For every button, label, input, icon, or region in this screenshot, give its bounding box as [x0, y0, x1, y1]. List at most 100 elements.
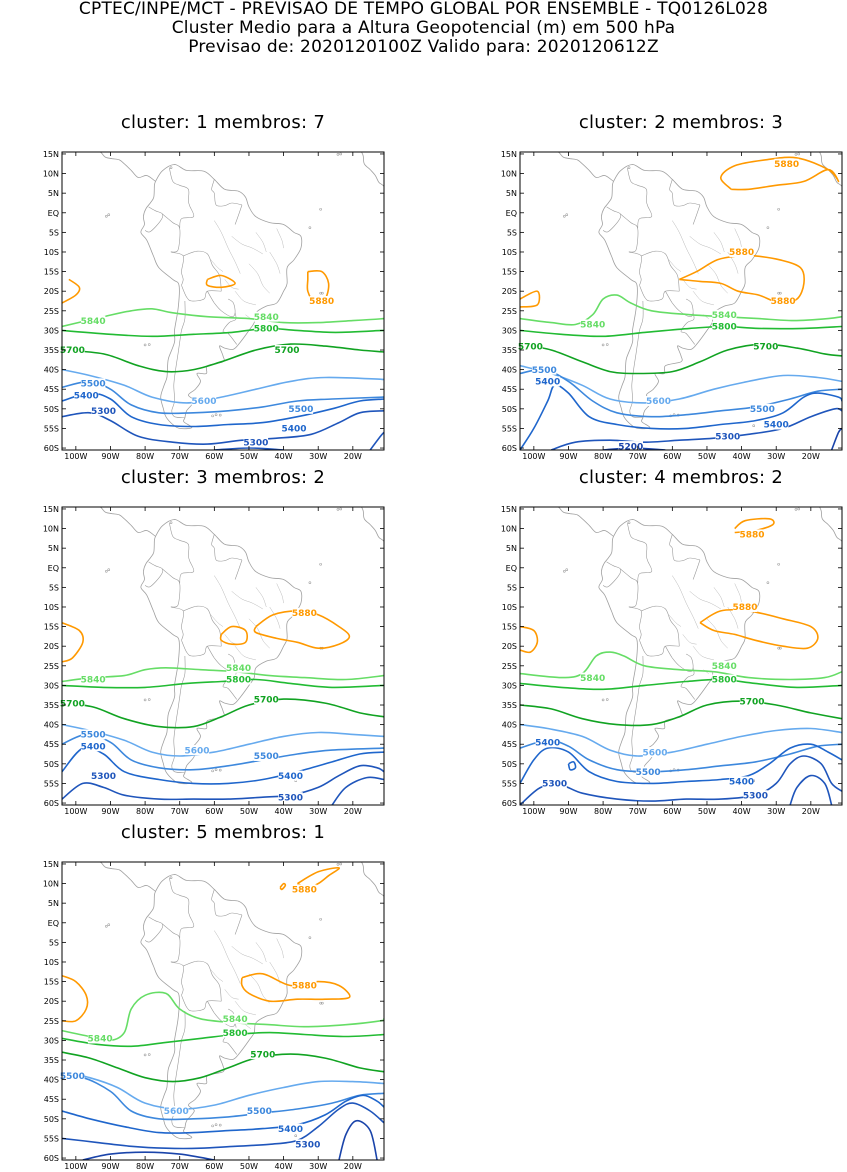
lon-tick-label: 50W: [240, 1162, 258, 1171]
lat-tick-label: 10N: [501, 170, 517, 179]
contour-label-bg: [191, 395, 217, 406]
plot-frame: [519, 506, 843, 806]
lon-tick-label: 80W: [594, 452, 612, 461]
country-border: [234, 559, 243, 580]
lat-tick-label: 20S: [502, 642, 517, 651]
contour-label-bg: [292, 607, 317, 618]
lat-tick-label: 10S: [44, 603, 59, 612]
contour-label-bg: [74, 390, 99, 401]
lat-tick-label: 5N: [506, 544, 517, 553]
island: [308, 226, 312, 229]
contour-label-5840: 5840: [81, 676, 106, 686]
contour-label-5300: 5300: [295, 1141, 320, 1151]
island: [601, 343, 605, 347]
lat-tick-label: 55S: [44, 424, 59, 433]
country-border: [162, 213, 184, 286]
island: [627, 166, 631, 169]
lon-tick-label: 50W: [240, 807, 258, 816]
island: [779, 291, 782, 295]
lat-tick-label: EQ: [506, 209, 517, 218]
contour-label-bg: [278, 1123, 303, 1134]
contour-label-5840: 5840: [254, 313, 279, 323]
contour-label-5300: 5300: [743, 791, 768, 801]
country-border: [144, 916, 164, 943]
plot-frame: [61, 861, 385, 1161]
island: [214, 413, 218, 417]
country-border: [211, 179, 243, 207]
contour-label-5840: 5840: [712, 311, 737, 321]
contour-line-5500: [520, 368, 842, 418]
state-border: [245, 1024, 251, 1029]
state-border: [668, 259, 682, 272]
lat-tick-label: 25S: [502, 662, 517, 671]
coastline-south-america: [140, 519, 303, 785]
state-border: [727, 251, 739, 274]
cluster-1-panel: cluster: 1 membros: 7 5880 5840 5840 5800 57…: [0, 112, 390, 461]
contour-line-5880: [678, 254, 805, 304]
lon-tick-label: 80W: [594, 807, 612, 816]
contour-label-bg: [732, 601, 758, 612]
contour-line-5400: [62, 392, 384, 428]
contour-line-5880: [279, 882, 287, 891]
coastline-south-america: [598, 164, 761, 430]
lat-tick-label: 5N: [48, 899, 59, 908]
state-border: [682, 279, 697, 290]
lon-tick-label: 30W: [309, 1162, 327, 1171]
lon-tick-label: 60W: [205, 807, 223, 816]
coastline-africa: [361, 862, 384, 906]
lat-tick-label: 45S: [44, 1095, 59, 1104]
island: [335, 147, 337, 149]
lat-tick-label: 15S: [502, 623, 517, 632]
island: [107, 213, 111, 217]
island: [565, 568, 569, 572]
island: [319, 562, 322, 566]
contour-label-5200: 5200: [618, 442, 643, 452]
contour-label-bg: [91, 770, 116, 781]
contour-label-5880: 5880: [292, 982, 317, 992]
lon-tick-label: 30W: [309, 807, 327, 816]
lon-tick-label: 40W: [733, 452, 751, 461]
contour-line-5880: [720, 156, 840, 191]
coastline-africa: [819, 152, 842, 196]
lat-tick-label: 5N: [48, 544, 59, 553]
contour-label-5700: 5700: [518, 342, 543, 352]
island: [169, 166, 173, 169]
island: [321, 291, 324, 295]
contour-label-5600: 5600: [191, 397, 216, 407]
country-border: [680, 667, 696, 700]
contour-line-5700: [62, 698, 384, 729]
lon-tick-label: 20W: [344, 807, 362, 816]
island: [147, 698, 151, 701]
island: [336, 153, 340, 156]
contour-line-5840: [62, 991, 384, 1042]
lat-tick-label: 55S: [44, 779, 59, 788]
coastline-africa: [361, 507, 384, 551]
contour-label-bg: [729, 776, 754, 787]
contour-label-bg: [642, 747, 668, 758]
lat-tick-label: 35S: [44, 701, 59, 710]
coastline-central-america: [520, 152, 614, 182]
state-border: [682, 634, 697, 645]
contour-label-bg: [288, 403, 314, 414]
contour-label-bg: [295, 1139, 321, 1150]
lon-tick-label: 100W: [64, 1162, 87, 1171]
contour-label-bg: [743, 790, 768, 801]
map-basemap: [62, 507, 384, 785]
lon-tick-label: 50W: [698, 807, 716, 816]
island: [107, 568, 111, 572]
contour-line-5500: [62, 733, 384, 771]
contour-labels: 5880 5880 5840 5840 5800 5700 5600 5500 5400 5400…: [535, 529, 768, 801]
contour-line-5300: [520, 755, 842, 805]
contour-label-bg: [739, 529, 765, 540]
coastline-africa: [361, 152, 384, 196]
lat-tick-label: 10S: [44, 248, 59, 257]
island: [105, 570, 108, 573]
contour-label-bg: [226, 662, 251, 673]
contour-line-5880: [219, 625, 249, 646]
island: [308, 936, 312, 939]
island: [169, 876, 173, 879]
lat-tick-label: 15S: [44, 268, 59, 277]
island: [766, 226, 770, 229]
contour-label-5400: 5400: [81, 742, 106, 752]
